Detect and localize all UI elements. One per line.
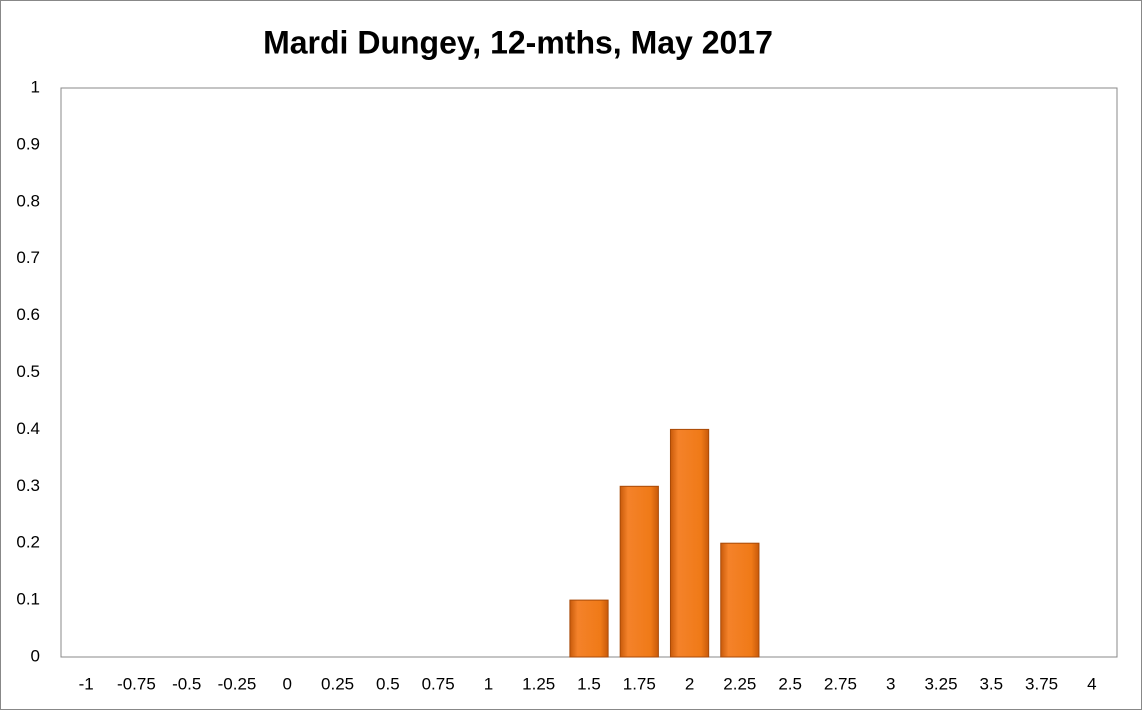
x-tick-label: -1 [79,674,94,693]
x-tick-label: 2.75 [824,674,857,693]
x-tick-label: 2.5 [778,674,802,693]
x-tick-label: 1.75 [623,674,656,693]
x-tick-label: 3 [886,674,895,693]
x-tick-label: 3.25 [924,674,957,693]
y-tick-label: 0.6 [16,305,40,324]
x-tick-label: 2 [685,674,694,693]
y-tick-label: 0.1 [16,590,40,609]
bar [569,599,609,658]
x-tick-label: 1 [484,674,493,693]
bar [720,542,760,658]
x-tick-label: 1.25 [522,674,555,693]
y-tick-label: 0.3 [16,476,40,495]
y-tick-label: 0.7 [16,248,40,267]
bar [669,428,710,658]
y-tick-label: 0.4 [16,419,40,438]
y-tick-label: 0.8 [16,191,40,210]
x-tick-label: 2.25 [723,674,756,693]
x-tick-label: -0.5 [172,674,201,693]
x-tick-label: -0.75 [117,674,156,693]
x-tick-label: 3.5 [979,674,1003,693]
x-tick-label: -0.25 [218,674,257,693]
x-tick-label: 0.5 [376,674,400,693]
chart-title: Mardi Dungey, 12-mths, May 2017 [263,24,773,60]
x-tick-label: 0.75 [422,674,455,693]
y-tick-label: 0.9 [16,134,40,153]
bar [619,485,659,658]
y-tick-label: 0.5 [16,362,40,381]
x-tick-label: 3.75 [1025,674,1058,693]
x-tick-label: 4 [1087,674,1096,693]
y-tick-label: 1 [31,77,40,96]
x-tick-label: 1.5 [577,674,601,693]
x-tick-label: 0 [283,674,292,693]
x-tick-label: 0.25 [321,674,354,693]
y-tick-label: 0 [31,646,40,665]
y-tick-label: 0.2 [16,533,40,552]
